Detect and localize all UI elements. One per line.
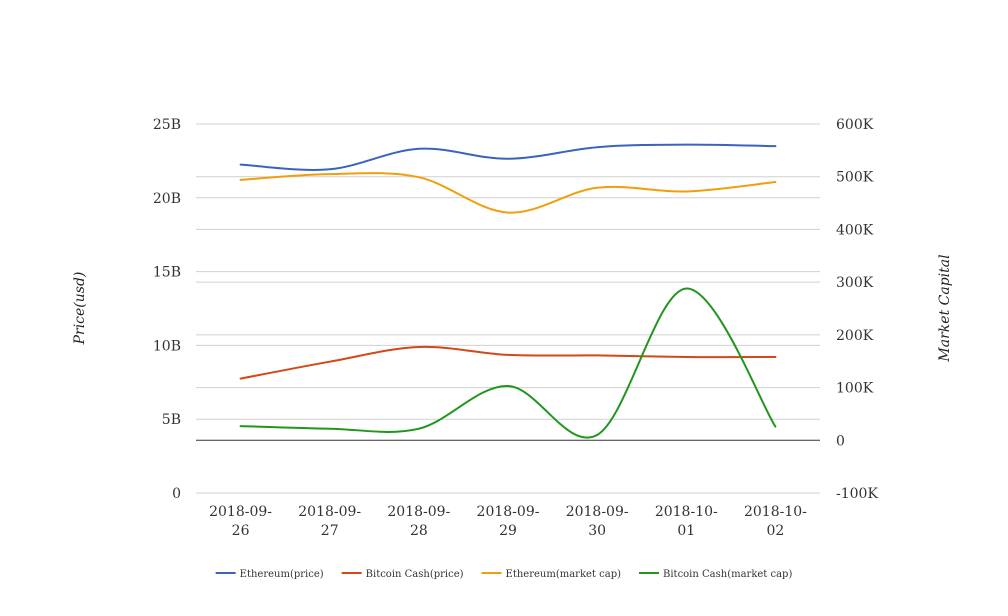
legend-item: Ethereum(market cap): [481, 569, 622, 580]
legend-item: Bitcoin Cash(market cap): [639, 569, 792, 580]
legend: Ethereum(price) Bitcoin Cash(price) Ethere…: [215, 569, 792, 580]
x-tick-label: 2018-09-30: [566, 504, 629, 539]
series-line-ethereum-market-cap: [239, 172, 777, 214]
left-tick-label: 0: [172, 486, 181, 502]
x-tick-label: 2018-10-01: [655, 504, 718, 539]
left-gridlines: [196, 123, 820, 494]
left-axis-title: Price(usd): [72, 272, 88, 346]
right-axis-title: Market Capital: [937, 254, 953, 362]
series-line-bitcoin-cash-market-cap: [239, 287, 777, 439]
left-axis-ticks: 0 5B 10B 15B 20B 25B: [153, 117, 181, 502]
x-tick-label: 2018-09-28: [387, 504, 450, 539]
left-tick-label: 15B: [153, 265, 181, 281]
right-tick-label: 500K: [836, 170, 874, 186]
legend-label: Ethereum(market cap): [506, 569, 622, 580]
right-tick-label: 0: [836, 433, 845, 449]
series-lines: [239, 143, 777, 439]
legend-item: Ethereum(price): [215, 569, 324, 580]
series-line-ethereum-price: [239, 143, 777, 171]
left-tick-label: 10B: [153, 338, 181, 354]
right-tick-label: 100K: [836, 381, 874, 397]
legend-label: Bitcoin Cash(price): [366, 569, 464, 580]
left-tick-label: 25B: [153, 117, 181, 133]
right-gridlines: [196, 123, 820, 494]
right-tick-label: 600K: [836, 117, 874, 133]
right-tick-label: 300K: [836, 275, 874, 291]
x-axis-ticks: 2018-09-26 2018-09-27 2018-09-28 2018-09-29…: [209, 504, 807, 539]
right-tick-label: -100K: [836, 486, 878, 502]
right-axis-ticks: -100K 0 100K 200K 300K 400K 500K 600K: [836, 117, 878, 502]
x-tick-label: 2018-09-29: [477, 504, 540, 539]
x-tick-label: 2018-09-26: [209, 504, 272, 539]
series-line-bitcoin-cash-price: [239, 345, 777, 380]
right-tick-label: 400K: [836, 222, 874, 238]
x-tick-label: 2018-09-27: [298, 504, 361, 539]
right-tick-label: 200K: [836, 328, 874, 344]
x-tick-label: 2018-10-02: [744, 504, 807, 539]
legend-item: Bitcoin Cash(price): [341, 569, 464, 580]
legend-label: Ethereum(price): [240, 569, 324, 580]
left-tick-label: 20B: [153, 191, 181, 207]
left-tick-label: 5B: [162, 412, 181, 428]
legend-label: Bitcoin Cash(market cap): [663, 569, 792, 580]
